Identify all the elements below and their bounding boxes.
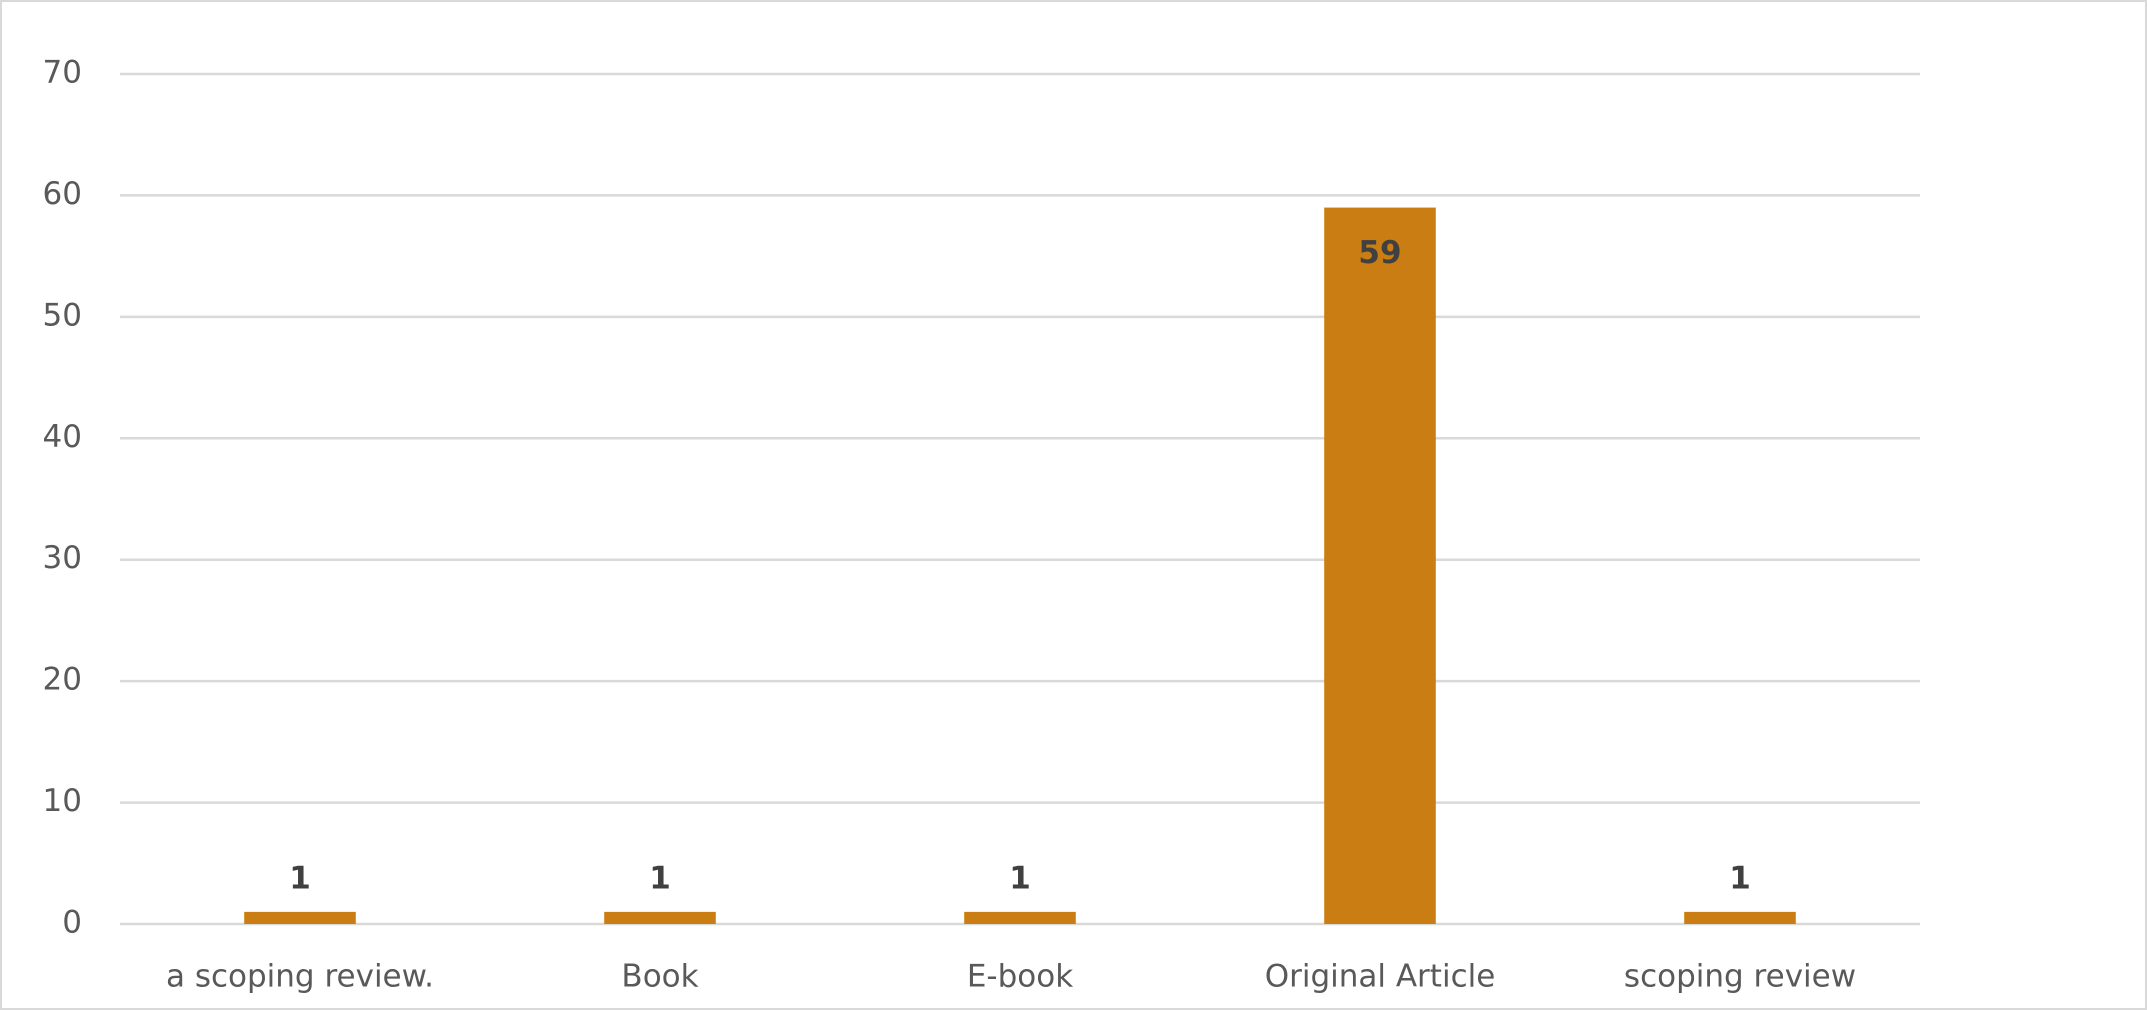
x-tick-label: a scoping review.	[166, 959, 434, 995]
x-tick-label: E-book	[967, 959, 1073, 995]
data-label: 1	[289, 860, 311, 896]
y-tick-label: 10	[43, 783, 82, 819]
y-tick-label: 60	[43, 176, 82, 212]
data-label: 59	[1358, 235, 1401, 271]
x-tick-label: Original Article	[1265, 959, 1496, 995]
data-label: 1	[1729, 860, 1751, 896]
x-tick-label: Book	[621, 959, 698, 995]
y-tick-label: 0	[62, 905, 82, 941]
bar	[604, 911, 716, 924]
y-tick-label: 50	[43, 297, 82, 333]
data-label: 1	[649, 860, 671, 896]
bar	[1324, 207, 1436, 925]
x-tick-label: scoping review	[1624, 959, 1856, 995]
bar	[964, 911, 1076, 924]
y-tick-label: 20	[43, 662, 82, 698]
bar	[244, 911, 356, 924]
data-label: 1	[1009, 860, 1031, 896]
y-tick-label: 30	[43, 540, 82, 576]
y-tick-label: 70	[43, 55, 82, 91]
bar	[1684, 911, 1796, 924]
y-tick-label: 40	[43, 419, 82, 455]
